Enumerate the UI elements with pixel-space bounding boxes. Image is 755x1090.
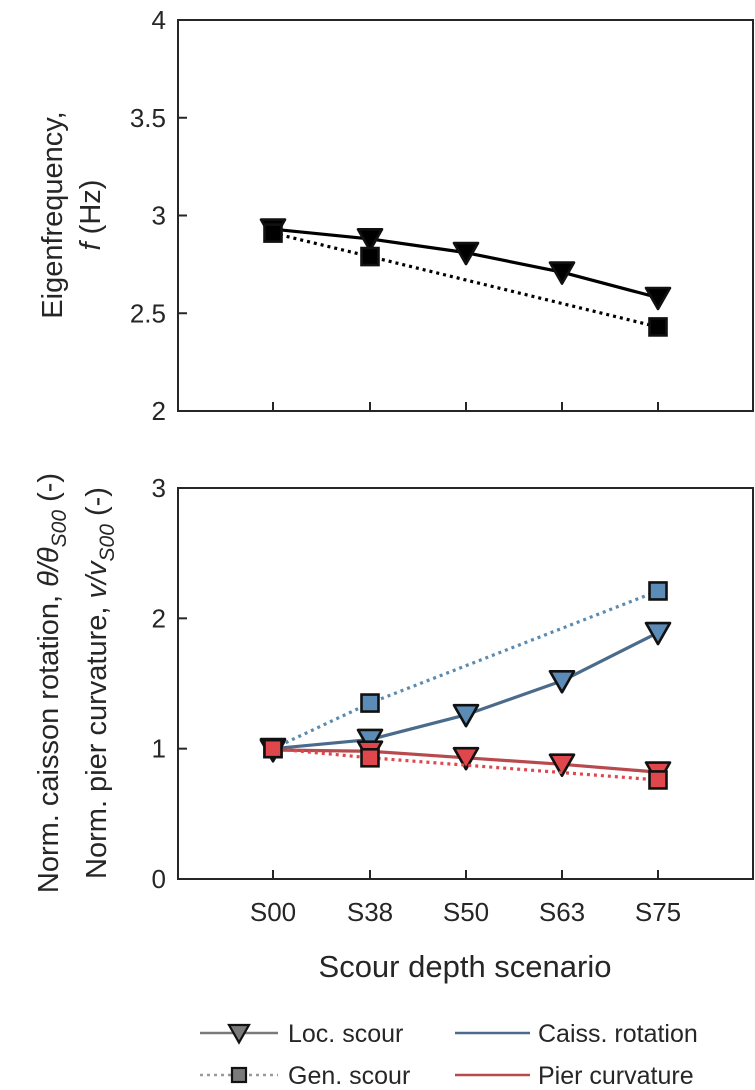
- normalized-response-y-ticks: 0 1 2 3: [152, 473, 187, 894]
- caisson-rotation-y-label-symbol: θ/θ: [33, 547, 65, 587]
- eigenfrequency-series: [259, 218, 672, 337]
- eigenfrequency-eig-gen-point: [360, 246, 380, 267]
- eigenfrequency-panel: 2 2.5 3 3.5 4 Eigenfrequency, f (Hz): [37, 5, 754, 426]
- normalized-response-curv-gen-point: [263, 738, 283, 759]
- normalized-response-rot-loc-point: [548, 669, 576, 694]
- eigenfrequency-y-label-unit: (Hz): [75, 180, 107, 243]
- legend-gen-label: Gen. scour: [288, 1062, 410, 1090]
- caisson-rotation-y-label: Norm. caisson rotation, θ/θS00 (-): [33, 473, 71, 893]
- x-tick-label: S00: [250, 897, 296, 927]
- normalized-response-curv-loc-point: [548, 753, 576, 778]
- eigenfrequency-eig-loc-point: [356, 228, 384, 252]
- normalized-response-curv-gen-line: [272, 747, 659, 782]
- eigenfrequency-y-label-line2: f (Hz): [75, 180, 107, 251]
- eigenfrequency-eig-gen-point: [648, 317, 668, 337]
- eigenfrequency-y-tick-label: 2.5: [130, 298, 166, 328]
- pier-curvature-y-label-subscript: S00: [96, 524, 119, 562]
- pier-curvature-y-label-suffix: (-): [81, 487, 113, 524]
- eigenfrequency-y-label-var: f: [75, 239, 107, 250]
- eigenfrequency-y-tick-label: 4: [152, 5, 166, 35]
- normalized-response-y-tick-label: 3: [152, 473, 166, 503]
- legend-gen-swatch-marker: [230, 1066, 248, 1084]
- normalized-response-rot-gen-point: [360, 693, 380, 713]
- normalized-response-y-tick-label: 1: [152, 734, 166, 764]
- pier-curvature-y-label-prefix: Norm. pier curvature,: [81, 599, 113, 879]
- eigenfrequency-y-label-line1: Eigenfrequency,: [37, 111, 69, 318]
- normalized-response-plot-frame: [177, 487, 754, 880]
- pier-curvature-y-label: Norm. pier curvature, v/vS00 (-): [81, 487, 119, 879]
- caisson-rotation-y-label-suffix: (-): [33, 473, 65, 510]
- normalized-response-series: [259, 581, 672, 790]
- normalized-response-rot-loc-point: [452, 703, 480, 728]
- legend-item-curv: Pier curvature: [455, 1062, 694, 1090]
- eigenfrequency-y-tick-label: 3.5: [130, 103, 166, 133]
- eigenfrequency-eig-loc-point: [644, 286, 672, 311]
- normalized-response-rot-gen-point: [648, 581, 668, 601]
- eigenfrequency-plot-frame: [177, 19, 754, 412]
- legend-item-rot: Caiss. rotation: [455, 1020, 698, 1048]
- pier-curvature-y-label-symbol: v/v: [81, 560, 113, 599]
- eigenfrequency-eig-loc-point: [452, 241, 480, 266]
- x-tick-label: S38: [347, 897, 393, 927]
- legend: Loc. scour Caiss. rotation Gen. scour Pier …: [200, 1020, 698, 1090]
- legend-rot-label: Caiss. rotation: [538, 1020, 698, 1048]
- normalized-response-x-ticks: S00 S38 S50 S63 S75: [250, 870, 681, 927]
- caisson-rotation-y-label-subscript: S00: [48, 510, 71, 548]
- normalized-response-y-tick-label: 0: [152, 864, 166, 894]
- normalized-response-panel: 0 1 2 3 S00 S38 S50 S63 S75 Norm. caisson rotat…: [33, 473, 754, 984]
- legend-loc-swatch-marker: [227, 1023, 251, 1045]
- caisson-rotation-y-label-prefix: Norm. caisson rotation,: [33, 587, 65, 893]
- legend-item-loc: Loc. scour: [200, 1020, 403, 1048]
- normalized-response-y-tick-label: 2: [152, 603, 166, 633]
- legend-curv-label: Pier curvature: [538, 1062, 694, 1090]
- x-tick-label: S63: [539, 897, 585, 927]
- normalized-response-rot-loc-point: [644, 621, 672, 646]
- normalized-response-rot-loc-line: [271, 631, 660, 751]
- normalized-response-curv-gen-point: [648, 770, 668, 790]
- eigenfrequency-x-ticks: [272, 402, 659, 411]
- x-tick-label: S75: [635, 897, 681, 927]
- x-axis-label: Scour depth scenario: [319, 949, 612, 984]
- eigenfrequency-y-tick-label: 3: [152, 201, 166, 231]
- normalized-response-curv-gen-point: [360, 747, 380, 768]
- eigenfrequency-eig-loc-point: [548, 261, 576, 285]
- normalized-response-curv-loc-point: [452, 746, 480, 771]
- eigenfrequency-eig-gen-point: [263, 223, 283, 243]
- legend-loc-label: Loc. scour: [288, 1020, 403, 1048]
- x-tick-label: S50: [443, 897, 489, 927]
- eigenfrequency-y-ticks: 2 2.5 3 3.5 4: [130, 5, 187, 426]
- eigenfrequency-y-tick-label: 2: [152, 396, 166, 426]
- legend-item-gen: Gen. scour: [200, 1062, 410, 1090]
